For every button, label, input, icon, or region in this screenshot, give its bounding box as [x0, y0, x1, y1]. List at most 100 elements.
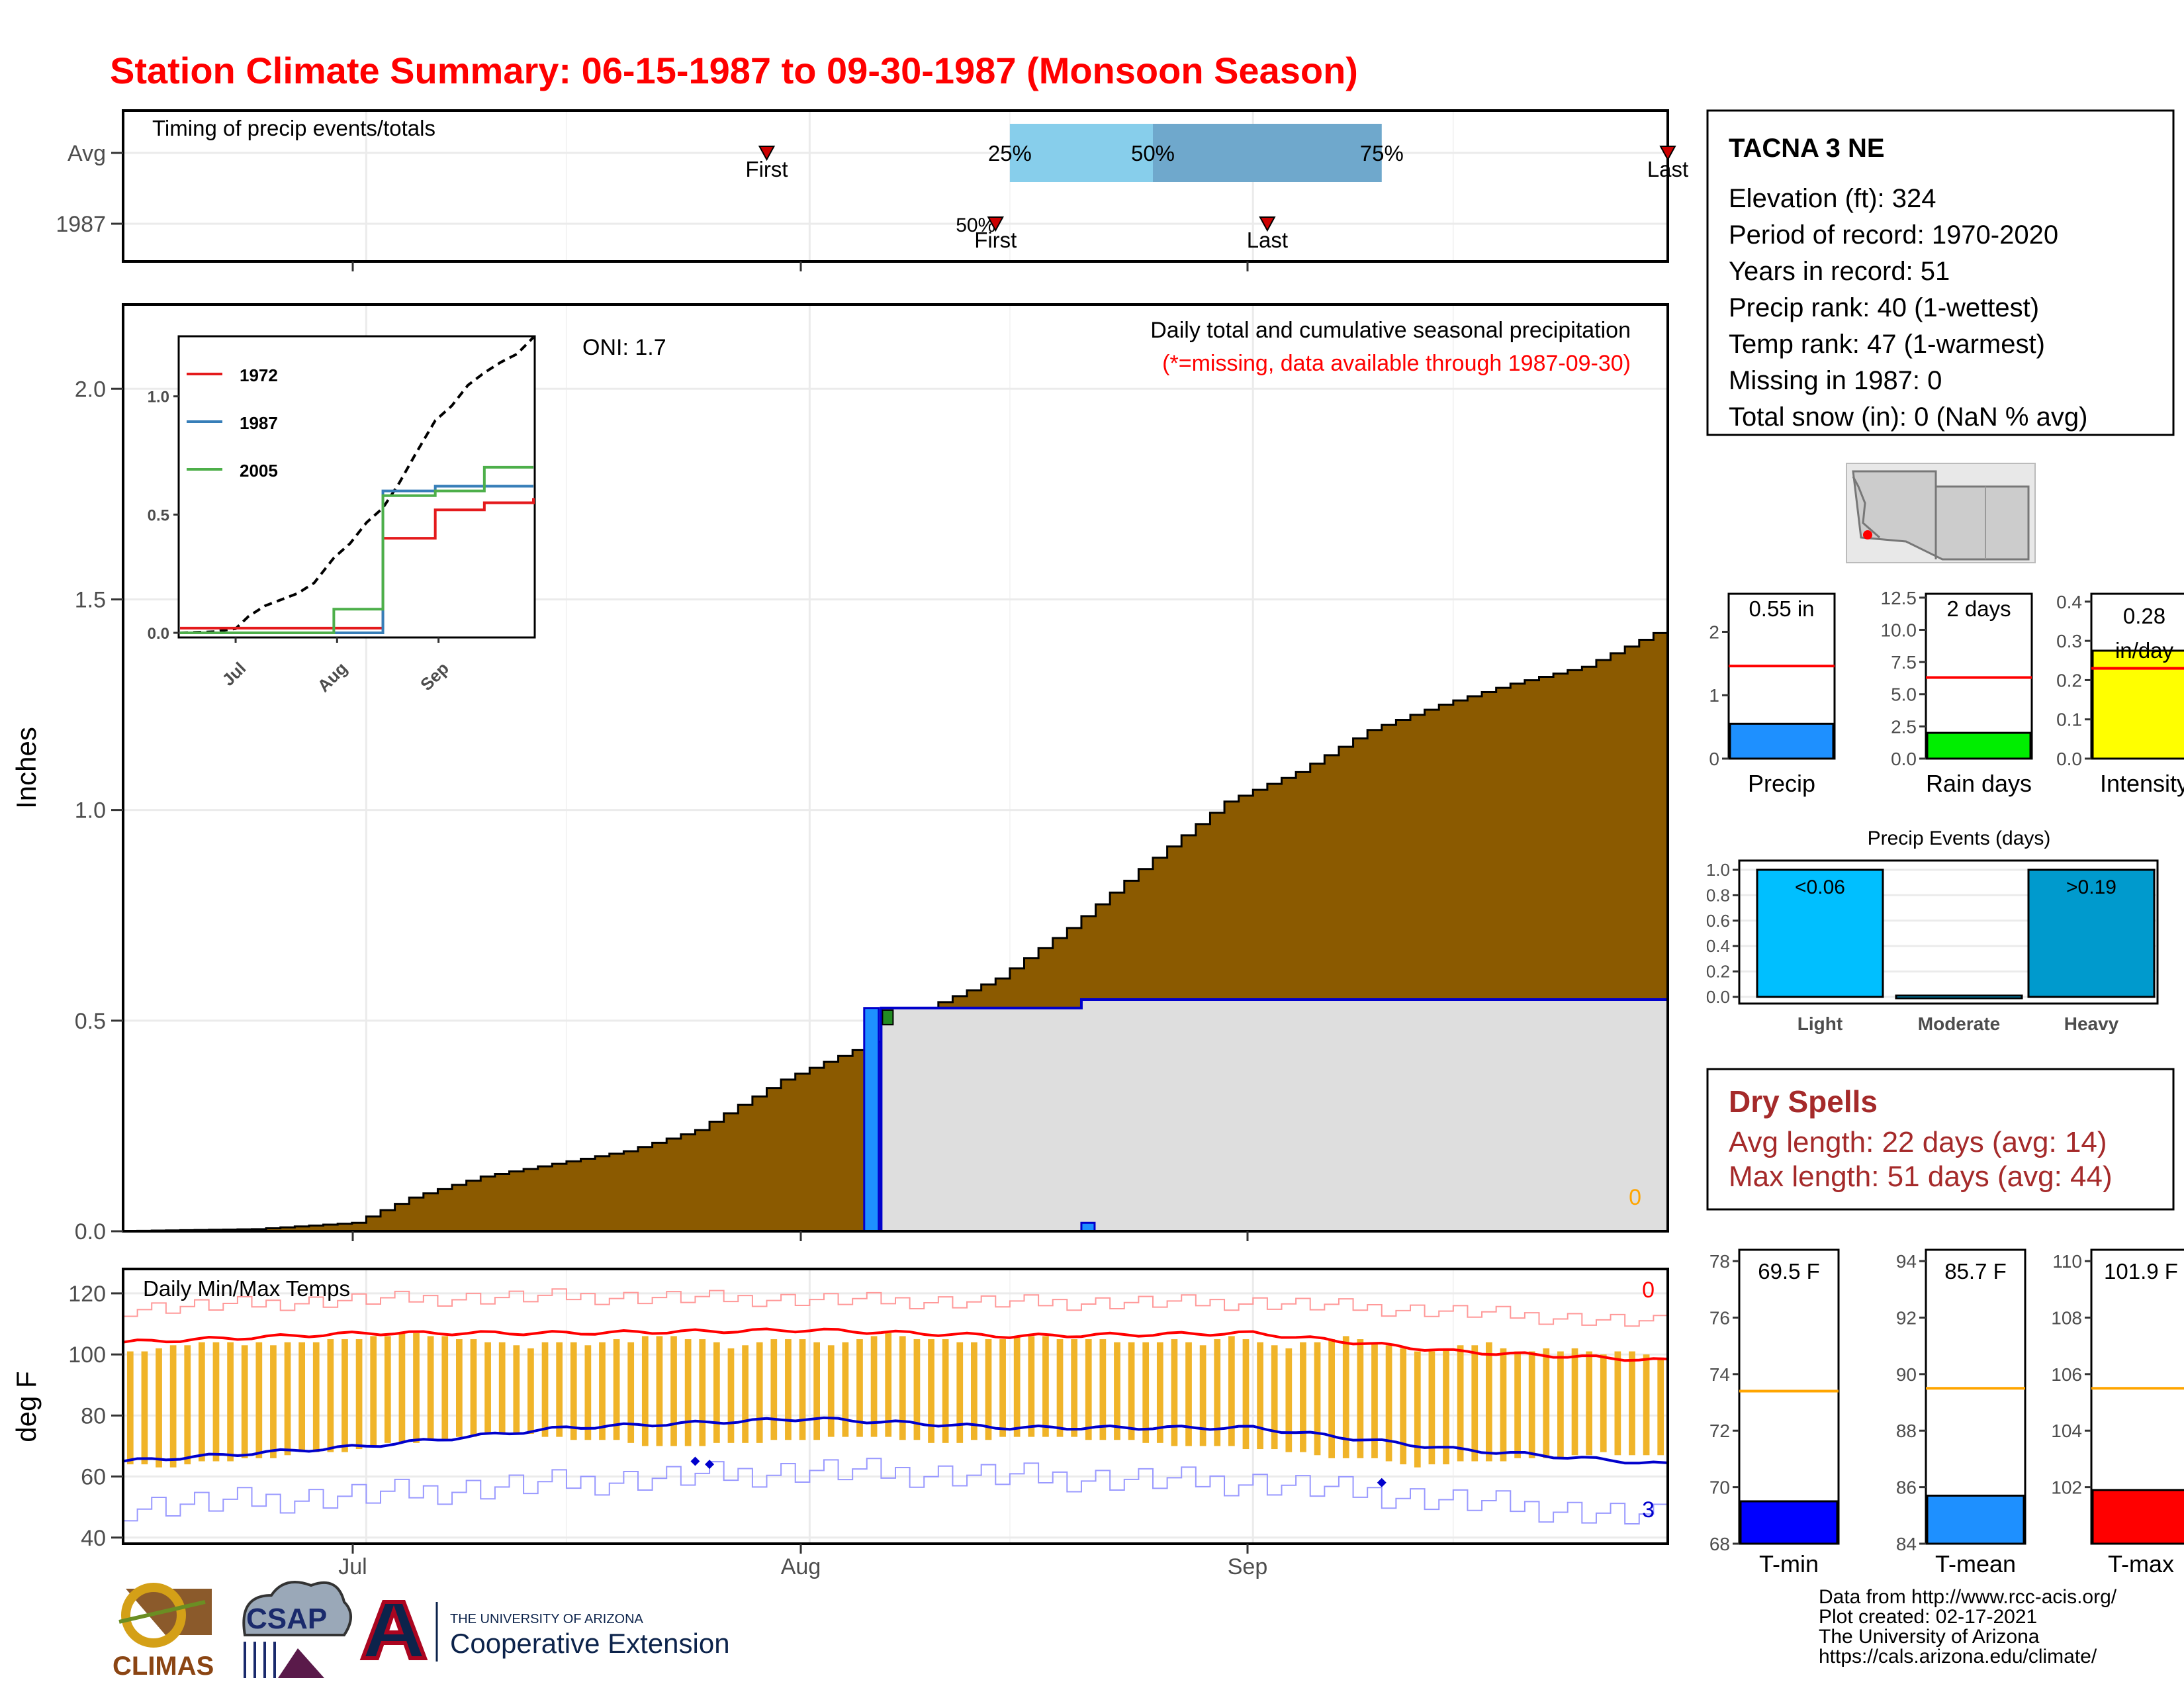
daily-temp-bar	[584, 1345, 592, 1440]
temp-series-line	[123, 1288, 1668, 1327]
daily-temp-bar	[985, 1339, 992, 1440]
station-line: Years in record: 51	[1729, 257, 1950, 286]
daily-temp-bar	[398, 1333, 406, 1443]
inset-year-line	[180, 498, 535, 630]
summary-bar-tick-label: 0.2	[2056, 670, 2082, 690]
y-tick-label: 120	[68, 1282, 106, 1307]
daily-temp-bar	[928, 1339, 934, 1443]
oni-label: ONI: 1.7	[582, 335, 666, 360]
station-line: Period of record: 1970-2020	[1729, 220, 2058, 250]
timing-panel: Timing of precip events/totals 25% 50% 75%…	[56, 109, 1688, 263]
events-bar	[1756, 868, 1884, 998]
y-tick-label: 0.5	[75, 1009, 106, 1034]
x-tick-sep: Sep	[1228, 1554, 1268, 1579]
daily-temp-bar	[255, 1342, 263, 1458]
daily-temp-bar	[241, 1345, 248, 1458]
daily-temp-bar	[413, 1333, 420, 1443]
credit-line: Data from http://www.rcc-acis.org/	[1819, 1586, 2117, 1608]
daily-temp-bar	[341, 1339, 348, 1452]
temperature-bar-chart: 68 70 72 74 76 78 69.5 F T-min	[1709, 1248, 1840, 1577]
station-location-dot	[1863, 530, 1872, 539]
summary-bar-value: 0.28	[2123, 604, 2165, 628]
record-low-marker	[690, 1456, 700, 1466]
summary-bar-tick-label: 5.0	[1891, 684, 1917, 705]
timing-title: Timing of precip events/totals	[152, 116, 435, 140]
daily-temp-bar	[899, 1336, 906, 1440]
daily-temp-bar	[484, 1342, 491, 1434]
daily-temp-bar	[1414, 1351, 1421, 1468]
precip-subtitle: (*=missing, data available through 1987-…	[1162, 351, 1631, 376]
temperature-bar-label: T-max	[2108, 1550, 2174, 1577]
station-name: TACNA 3 NE	[1729, 134, 1885, 163]
daily-temp-bar	[1543, 1348, 1550, 1458]
daily-temp-bar	[1457, 1345, 1464, 1462]
precip-panel: 0.0 0.5 1.0 1.5 2.0 Inches ONI: 1.7 Daily to…	[11, 303, 1669, 1244]
events-tick-label: 0.4	[1706, 936, 1730, 956]
daily-temp-bar	[527, 1348, 534, 1434]
daily-temp-bar	[169, 1345, 177, 1468]
timing-percent-label: 75%	[1360, 141, 1404, 165]
y-tick-label: 2.0	[75, 377, 106, 402]
daily-temp-bar	[270, 1345, 277, 1458]
daily-temp-bar	[1257, 1342, 1263, 1450]
timing-quartile-bar	[1153, 124, 1382, 182]
temperature-bar-tick-label: 90	[1896, 1364, 1917, 1385]
summary-bar-tick-label: 7.5	[1891, 652, 1917, 673]
daily-temp-bar	[1028, 1336, 1035, 1437]
summary-bar-value: in/day	[2115, 638, 2174, 663]
timing-percent-label: 25%	[988, 141, 1032, 165]
summary-bar-chart: 0.0 0.1 0.2 0.3 0.4 0.28 in/day Intensity	[2056, 592, 2184, 797]
daily-temp-bar	[856, 1339, 863, 1437]
events-tick-label: 0.0	[1706, 987, 1730, 1007]
daily-temp-bar	[770, 1339, 778, 1440]
daily-temp-bar	[370, 1336, 377, 1446]
daily-temp-bar	[184, 1345, 191, 1465]
daily-temp-bar	[913, 1339, 921, 1440]
daily-temp-bar	[1500, 1348, 1507, 1462]
timing-marker-label: First	[745, 157, 788, 181]
inset-average-line	[179, 336, 535, 634]
timing-marker-label: First	[974, 228, 1017, 252]
daily-temp-bar	[513, 1345, 520, 1434]
y-tick-label: 100	[68, 1342, 106, 1368]
station-info-box: TACNA 3 NE Elevation (ft): 324 Period of…	[1706, 109, 2175, 436]
daily-temp-bar	[1600, 1354, 1607, 1452]
temperature-bar-label: T-mean	[1935, 1550, 2016, 1577]
daily-temp-bar	[1514, 1351, 1521, 1458]
temp-ylabel: deg F	[11, 1371, 42, 1442]
events-bar	[1895, 994, 2023, 1000]
timing-row-year: 1987	[56, 212, 106, 237]
credit-line: https://cals.arizona.edu/climate/	[1819, 1646, 2097, 1667]
daily-temp-bar	[742, 1345, 749, 1443]
summary-bar-tick-label: 0.3	[2056, 631, 2082, 651]
temperature-bar-chart: 84 86 88 90 92 94 85.7 F T-mean	[1896, 1248, 2026, 1577]
events-bar-label: <0.06	[1795, 876, 1845, 898]
daily-temp-bar	[970, 1342, 978, 1440]
daily-temp-bar	[1271, 1345, 1278, 1450]
temperature-bar-tick-label: 106	[2051, 1364, 2082, 1385]
daily-temp-bar	[813, 1342, 821, 1440]
timing-marker	[758, 146, 776, 162]
inset-legend: 1972 1987 2005	[187, 365, 278, 481]
locator-map	[1846, 463, 2036, 563]
temp-missing-max: 0	[1642, 1278, 1655, 1303]
temperature-bar	[1739, 1500, 1839, 1545]
temperature-bar-tick-label: 92	[1896, 1307, 1917, 1328]
temperature-bar-tick-label: 102	[2051, 1477, 2082, 1498]
record-low-marker	[1377, 1477, 1387, 1487]
y-tick-label: 1.5	[75, 587, 106, 612]
inset-y-tick-label: 0.0	[148, 625, 169, 643]
daily-temp-bar	[870, 1336, 878, 1437]
station-line: Elevation (ft): 324	[1729, 184, 1936, 213]
climas-logo-text: CLIMAS	[113, 1652, 214, 1681]
daily-temp-bar	[641, 1336, 649, 1446]
summary-bar-tick-label: 2.5	[1891, 716, 1917, 737]
events-tick-label: 0.8	[1706, 885, 1730, 905]
y-tick-label: 1.0	[75, 798, 106, 823]
daily-temp-bar	[284, 1342, 291, 1456]
daily-temp-bar	[1199, 1345, 1206, 1446]
events-title: Precip Events (days)	[1868, 827, 2051, 849]
daily-temp-bar	[613, 1339, 620, 1440]
timing-marker	[987, 216, 1004, 232]
